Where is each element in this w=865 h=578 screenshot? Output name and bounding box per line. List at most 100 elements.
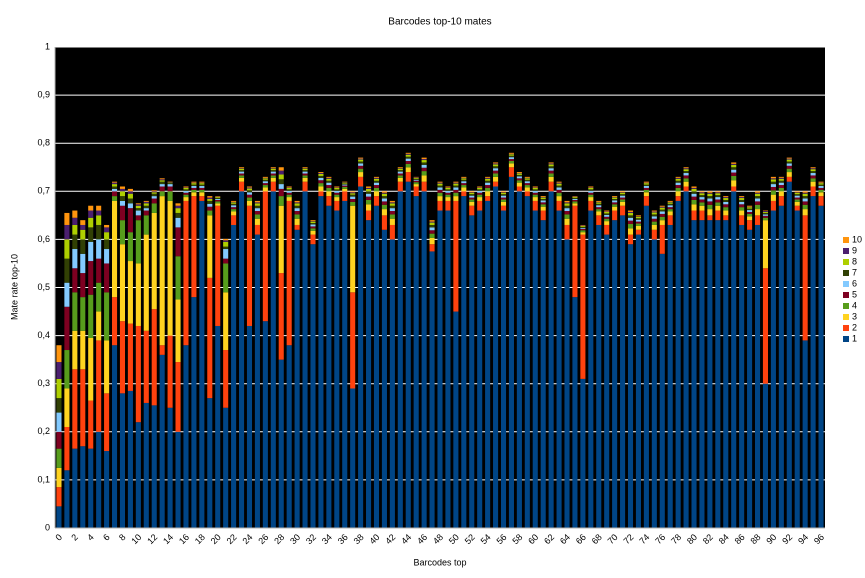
bar-segment [421,164,427,168]
legend-swatch [843,336,849,342]
legend-label: 4 [852,300,857,310]
bar-segment [667,207,673,210]
bar-segment [111,186,118,189]
bar-segment [246,190,253,193]
bar-segment [286,190,292,193]
bar-segment [326,205,332,529]
bar-segment [548,170,554,174]
x-tick-label: 90 [764,532,778,546]
bar-segment [318,183,324,187]
bar-segment [366,186,372,188]
x-tick-label: 4 [85,532,96,543]
bar-segment [691,199,697,205]
bar-segment [635,218,641,220]
bar-segment [445,200,451,211]
bar-segment [651,229,657,240]
bar-segment [445,187,451,190]
bar-segment [485,176,491,178]
bar-segment [770,200,776,211]
bar-segment [64,212,70,225]
bar-segment [437,182,443,184]
bar-segment [350,193,356,195]
bar-segment [778,187,784,192]
bar-segment [683,175,689,179]
bar-segment [786,157,792,159]
bar-segment [620,215,626,528]
bar-segment [540,220,546,528]
bar-segment [723,201,729,205]
bar-segment [802,204,808,210]
bar-segment [96,311,102,341]
bar-segment [516,178,522,181]
bar-segment [389,211,395,215]
bar-segment [612,200,618,203]
bar-segment [469,192,475,195]
bar-segment [770,190,776,195]
bar-segment [786,165,792,169]
bar-segment [159,179,165,181]
bar-segment [302,173,308,176]
bar-segment [151,309,157,406]
bar-segment [88,448,94,528]
x-tick-label: 40 [367,532,381,546]
bar-segment [56,506,62,528]
bar-segment [818,189,824,193]
bar-segment [127,208,133,233]
bar-segment [786,163,792,166]
bar-segment [493,162,499,164]
bar-segment [135,263,141,326]
bar-segment [667,209,673,212]
bar-segment [207,200,213,204]
y-tick-label: 0,9 [37,89,50,99]
bar-segment [723,197,729,199]
bar-segment [286,192,292,195]
bar-segment [72,292,78,331]
bar-segment [699,205,705,211]
bar-segment [477,197,483,201]
bar-segment [604,213,610,215]
bar-segment [96,340,102,432]
bar-segment [620,199,626,202]
bar-segment [437,196,443,201]
bar-segment [778,205,784,529]
bar-segment [96,205,102,211]
bar-segment [278,179,284,185]
bar-segment [524,176,530,178]
bar-segment [564,208,570,212]
bar-segment [635,223,641,226]
bar-segment [564,203,570,206]
bar-segment [278,205,284,274]
bar-segment [429,224,435,228]
bar-segment [469,215,475,528]
legend-swatch [843,237,849,243]
bar-segment [627,215,634,218]
bar-segment [310,221,316,224]
bar-segment [246,194,253,198]
bar-segment [270,167,276,169]
bar-segment [794,197,800,200]
bar-segment [588,194,594,198]
bar-segment [72,249,78,269]
bar-segment [691,187,697,189]
bar-segment [667,200,673,202]
bar-segment [786,181,792,528]
bar-segment [810,181,816,187]
bar-segment [151,203,157,213]
bar-segment [635,219,641,222]
bar-segment [556,183,562,186]
bar-segment [96,258,102,283]
bar-segment [778,196,784,206]
bar-segment [350,192,356,194]
bar-segment [135,208,141,211]
bar-segment [548,173,554,177]
bar-segment [350,196,356,199]
bar-segment [334,210,340,529]
bar-segment [572,198,578,199]
bar-segment [80,273,86,298]
bar-segment [818,183,824,185]
bar-segment [723,210,729,216]
bar-segment [151,190,157,192]
legend-swatch [843,314,849,320]
bar-segment [262,185,268,188]
